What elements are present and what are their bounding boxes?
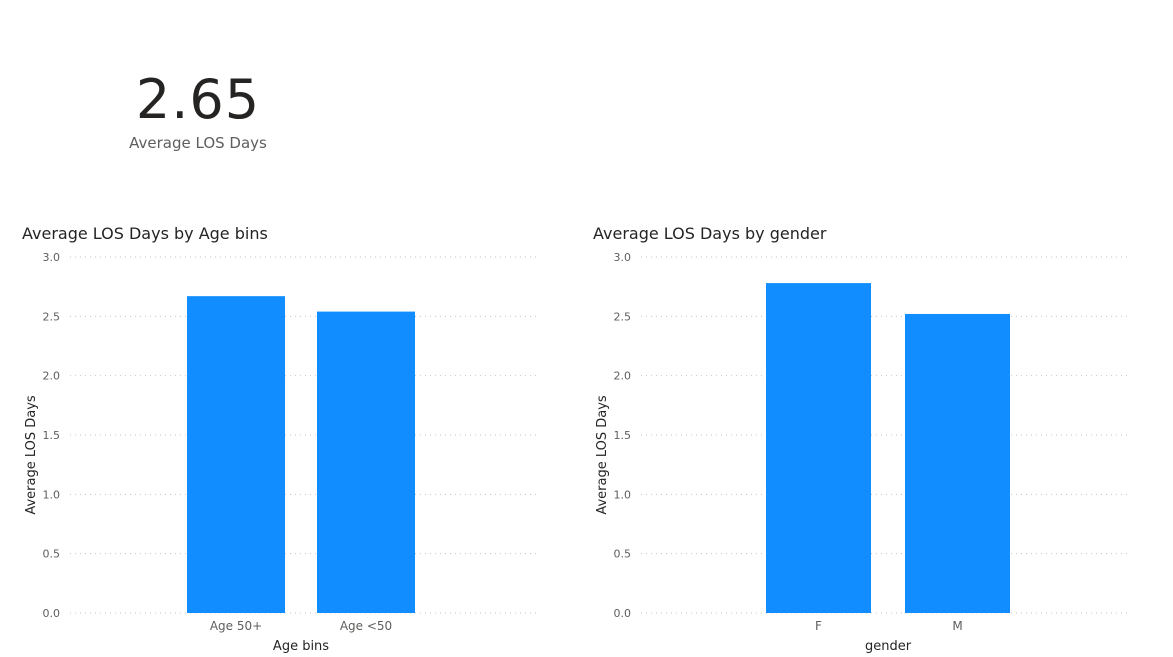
bar-f[interactable] [766,283,871,613]
x-tick-label: Age 50+ [210,619,262,633]
kpi-value: 2.65 [135,68,261,131]
kpi-card[interactable]: 2.65 Average LOS Days [98,68,298,152]
y-tick-label: 2.5 [614,310,632,323]
y-tick-label: 0.0 [614,607,632,620]
chart-gender[interactable]: Average LOS Days by gender 0.0 0.5 1.0 1.5 2.… [571,220,1131,657]
chart-title: Average LOS Days by gender [593,224,827,243]
bar-age-50[interactable] [317,311,415,613]
y-tick-label: 2.5 [43,310,61,323]
y-tick-label: 2.0 [614,370,632,383]
y-axis-label: Average LOS Days [24,395,39,515]
x-axis-label: gender [865,639,912,654]
y-tick-label: 1.5 [614,429,632,442]
x-tick-label: Age <50 [340,619,392,633]
y-tick-label: 2.0 [43,370,61,383]
bar-age-50-[interactable] [187,296,285,613]
x-tick-label: M [952,619,962,633]
y-tick-label: 0.5 [43,548,61,561]
y-tick-label: 3.0 [43,251,61,264]
chart-svg: Average LOS Days by Age bins 0.0 0.5 1.0 1.5… [22,224,537,654]
x-axis-label: Age bins [273,639,329,654]
y-tick-label: 0.5 [614,548,632,561]
chart-title: Average LOS Days by Age bins [22,224,268,243]
chart-age-bins[interactable]: Average LOS Days by Age bins 0.0 0.5 1.0 1.5… [0,220,560,657]
y-tick-label: 1.0 [614,488,632,501]
bar-m[interactable] [905,313,1010,613]
chart-svg: Average LOS Days by gender 0.0 0.5 1.0 1.5 2.… [593,224,1131,654]
y-tick-label: 1.0 [43,488,61,501]
kpi-label: Average LOS Days [129,134,267,152]
y-tick-label: 0.0 [43,607,61,620]
y-tick-label: 1.5 [43,429,61,442]
x-tick-label: F [815,619,822,633]
y-tick-label: 3.0 [614,251,632,264]
y-axis-label: Average LOS Days [595,395,610,515]
